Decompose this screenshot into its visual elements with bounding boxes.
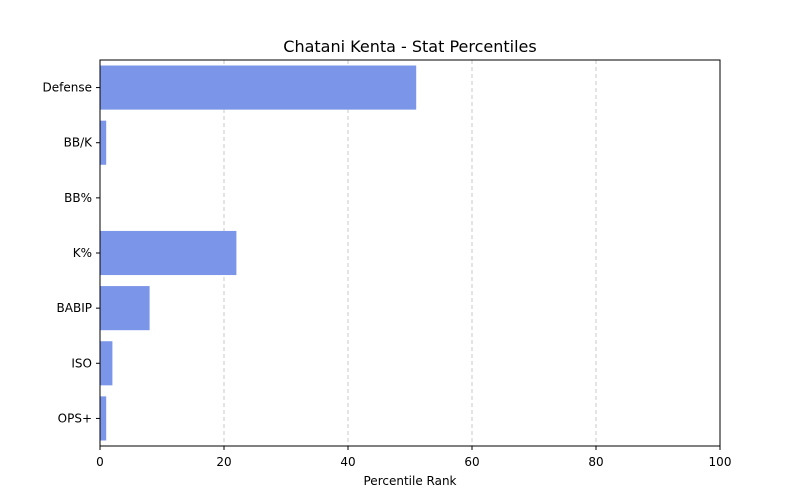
x-tick-label-5: 100 [709,455,732,469]
y-tick-label-6: OPS+ [58,411,92,425]
x-tick-label-4: 80 [588,455,603,469]
bar-4 [100,286,150,331]
bars [100,65,417,441]
x-axis-ticks: 0 20 40 60 80 100 [96,446,731,469]
y-tick-label-5: ISO [71,356,92,370]
bar-0 [100,65,417,110]
x-tick-label-3: 60 [464,455,479,469]
bar-6 [100,396,107,441]
x-tick-label-2: 40 [340,455,355,469]
chart-title: Chatani Kenta - Stat Percentiles [283,37,536,56]
x-axis-label: Percentile Rank [364,474,457,488]
x-tick-label-0: 0 [96,455,104,469]
y-tick-label-0: Defense [43,81,92,95]
y-tick-label-4: BABIP [57,301,92,315]
y-tick-label-2: BB% [64,191,92,205]
y-tick-label-1: BB/K [64,136,94,150]
bar-3 [100,230,237,276]
y-axis-ticks: Defense BB/K BB% K% BABIP ISO OPS+ [43,81,100,425]
x-tick-label-1: 20 [216,455,231,469]
grid-lines [223,60,597,446]
y-tick-label-3: K% [73,246,92,260]
bar-1 [100,120,107,165]
bar-5 [100,341,113,386]
